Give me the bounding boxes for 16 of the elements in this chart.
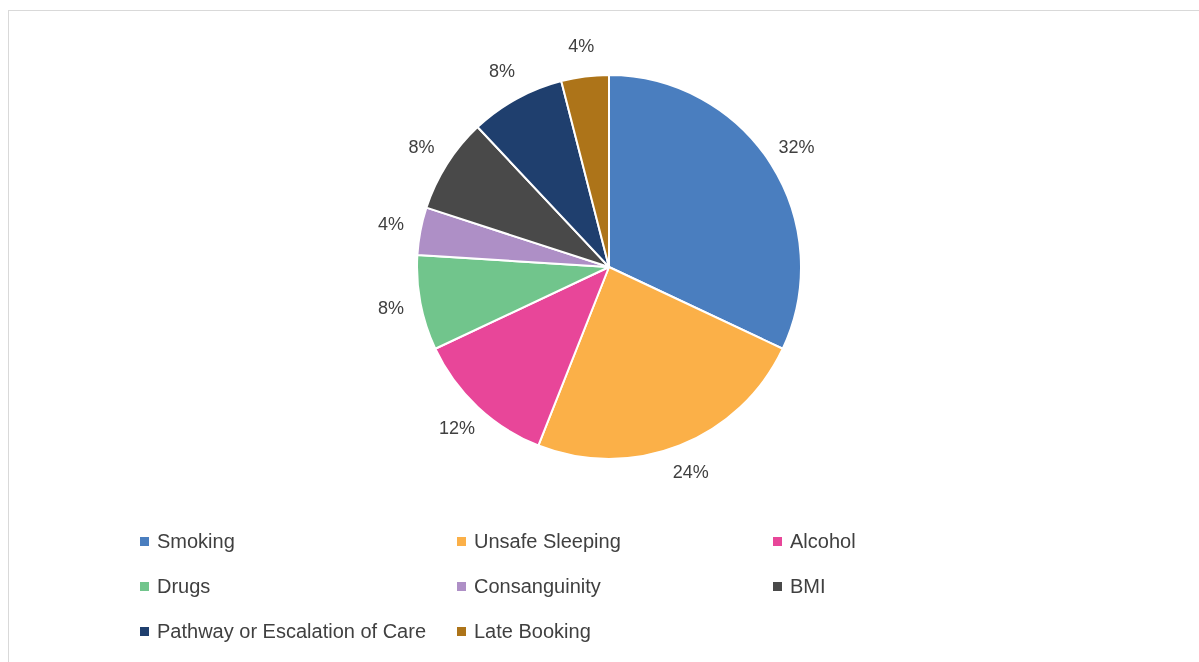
legend-label: Drugs [157,575,211,598]
legend-label: BMI [790,575,826,598]
legend-label: Alcohol [790,530,856,553]
data-label: 12% [439,417,476,438]
data-label: 32% [778,137,815,158]
legend-label: Consanguinity [474,575,601,598]
legend-label: Late Booking [474,620,591,643]
legend-label: Unsafe Sleeping [474,530,621,553]
legend-label: Smoking [157,530,235,553]
data-label: 8% [377,297,404,318]
data-label: 24% [672,462,709,483]
data-label: 4% [568,35,595,56]
legend-label: Pathway or Escalation of Care [157,620,427,643]
data-label: 8% [489,61,516,82]
data-label: 4% [377,214,404,235]
data-label: 8% [408,137,435,158]
